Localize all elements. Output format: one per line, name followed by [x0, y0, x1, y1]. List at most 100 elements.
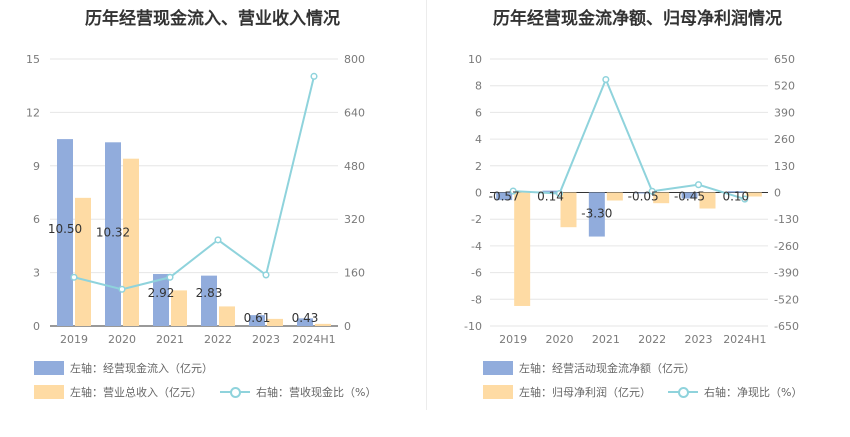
legend-line-marker-icon: [668, 385, 698, 399]
right-axis-tick-label: 650: [774, 53, 795, 66]
bar-blue: [727, 191, 744, 193]
legend-label: 右轴：净现比（%）: [704, 386, 803, 399]
left-axis-tick-label: 12: [26, 106, 40, 119]
bar-data-label: 2.83: [196, 286, 223, 300]
bar-data-label: 10.32: [96, 225, 130, 239]
right-axis-tick-label: 640: [344, 106, 365, 119]
bar-blue: [496, 192, 513, 201]
ratio-point: [262, 271, 270, 279]
ratio-line: [513, 76, 746, 201]
left-axis-tick-label: 2: [475, 160, 482, 173]
left-axis-tick-label: 8: [475, 80, 482, 93]
chart-title-left: 历年经营现金流入、营业收入情况: [85, 9, 340, 29]
right-axis-tick-label: 0: [774, 187, 781, 200]
bar-orange: [745, 192, 762, 197]
bar-data-label: -0.05: [628, 190, 659, 204]
left-axis-tick-label: 0: [33, 320, 40, 333]
ratio-point: [602, 75, 610, 84]
legend-right-ratio[interactable]: 右轴：净现比（%）: [668, 384, 802, 400]
bar-orange: [606, 192, 623, 201]
right-axis-tick-label: 520: [774, 80, 795, 93]
category-label: 2024H1: [723, 333, 766, 346]
category-label: 2021: [156, 333, 184, 346]
bar-blue: [57, 139, 73, 326]
bar-orange: [560, 192, 577, 228]
category-label: 2020: [108, 333, 136, 346]
bar-data-label: 0.43: [292, 311, 319, 325]
bar-blue: [201, 275, 217, 326]
legend-swatch-blue: [483, 361, 513, 375]
left-axis-tick-label: 10: [468, 53, 482, 66]
right-axis-tick-label: 130: [774, 160, 795, 173]
legend-line-marker-icon: [220, 385, 250, 399]
chart-title-right: 历年经营现金流净额、归母净利润情况: [493, 9, 782, 29]
category-label: 2022: [204, 333, 232, 346]
bar-orange: [171, 290, 187, 326]
right-axis-tick-label: -130: [774, 213, 799, 226]
left-axis-tick-label: 6: [33, 213, 40, 226]
legend-swatch-blue: [34, 361, 64, 375]
bar-orange: [653, 192, 670, 204]
category-label: 2019: [499, 333, 527, 346]
right-axis-tick-label: 160: [344, 267, 365, 280]
ratio-point: [310, 72, 318, 80]
legend-label: 左轴：经营活动现金流净额（亿元）: [519, 362, 695, 375]
bar-blue: [297, 318, 313, 326]
category-label: 2020: [546, 333, 574, 346]
category-label: 2024H1: [292, 333, 335, 346]
bar-orange: [699, 192, 716, 209]
right-axis-tick-label: 800: [344, 53, 365, 66]
left-axis-tick-label: 9: [33, 160, 40, 173]
bar-blue: [249, 315, 265, 326]
legend-label: 右轴：营收现金比（%）: [256, 386, 377, 399]
ratio-point: [741, 195, 749, 203]
bar-data-label: 10.50: [48, 222, 82, 236]
category-label: 2021: [592, 333, 620, 346]
bar-data-label: 0.14: [537, 190, 564, 204]
left-axis-tick-label: 4: [475, 133, 482, 146]
panel-divider: [426, 0, 427, 410]
bar-blue: [588, 192, 605, 237]
legend-left-ratio[interactable]: 右轴：营收现金比（%）: [220, 384, 376, 400]
right-axis-tick-label: 480: [344, 160, 365, 173]
ratio-line: [73, 76, 315, 291]
right-axis-tick-label: -650: [774, 320, 799, 333]
left-axis-tick-label: -4: [471, 240, 482, 253]
bar-orange: [315, 323, 331, 326]
left-axis-tick-label: -8: [471, 293, 482, 306]
left-axis-tick-label: -10: [464, 320, 482, 333]
left-axis-tick-label: -6: [471, 267, 482, 280]
bar-orange: [514, 192, 531, 306]
right-axis-tick-label: -260: [774, 240, 799, 253]
bar-data-label: 2.92: [148, 286, 175, 300]
legend-swatch-orange: [34, 385, 64, 399]
ratio-point: [648, 187, 656, 195]
category-label: 2023: [685, 333, 713, 346]
bar-data-label: 0.10: [722, 190, 749, 204]
category-label: 2019: [60, 333, 88, 346]
legend-label: 左轴：经营现金流入（亿元）: [70, 362, 213, 375]
legend-left-revenue[interactable]: 左轴：营业总收入（亿元）: [34, 384, 202, 400]
bar-data-label: -0.45: [674, 190, 705, 204]
ratio-point: [70, 273, 78, 281]
legend-label: 左轴：营业总收入（亿元）: [70, 386, 202, 399]
ratio-point: [118, 285, 126, 293]
ratio-point: [509, 187, 517, 195]
bar-data-label: -3.30: [581, 207, 612, 221]
legend-right-netflow[interactable]: 左轴：经营活动现金流净额（亿元）: [483, 360, 695, 376]
right-axis-tick-label: 0: [344, 320, 351, 333]
bar-blue: [542, 190, 559, 193]
left-axis-tick-label: 0: [475, 187, 482, 200]
left-axis-tick-label: -2: [471, 213, 482, 226]
bar-blue: [153, 274, 169, 326]
legend-right-profit[interactable]: 左轴：归母净利润（亿元）: [483, 384, 651, 400]
legend-swatch-orange: [483, 385, 513, 399]
category-label: 2022: [638, 333, 666, 346]
right-axis-tick-label: 390: [774, 106, 795, 119]
legend-left-inflow[interactable]: 左轴：经营现金流入（亿元）: [34, 360, 213, 376]
bar-orange: [219, 306, 235, 326]
right-axis-tick-label: -390: [774, 267, 799, 280]
bar-blue: [635, 192, 652, 194]
ratio-point: [555, 189, 564, 198]
